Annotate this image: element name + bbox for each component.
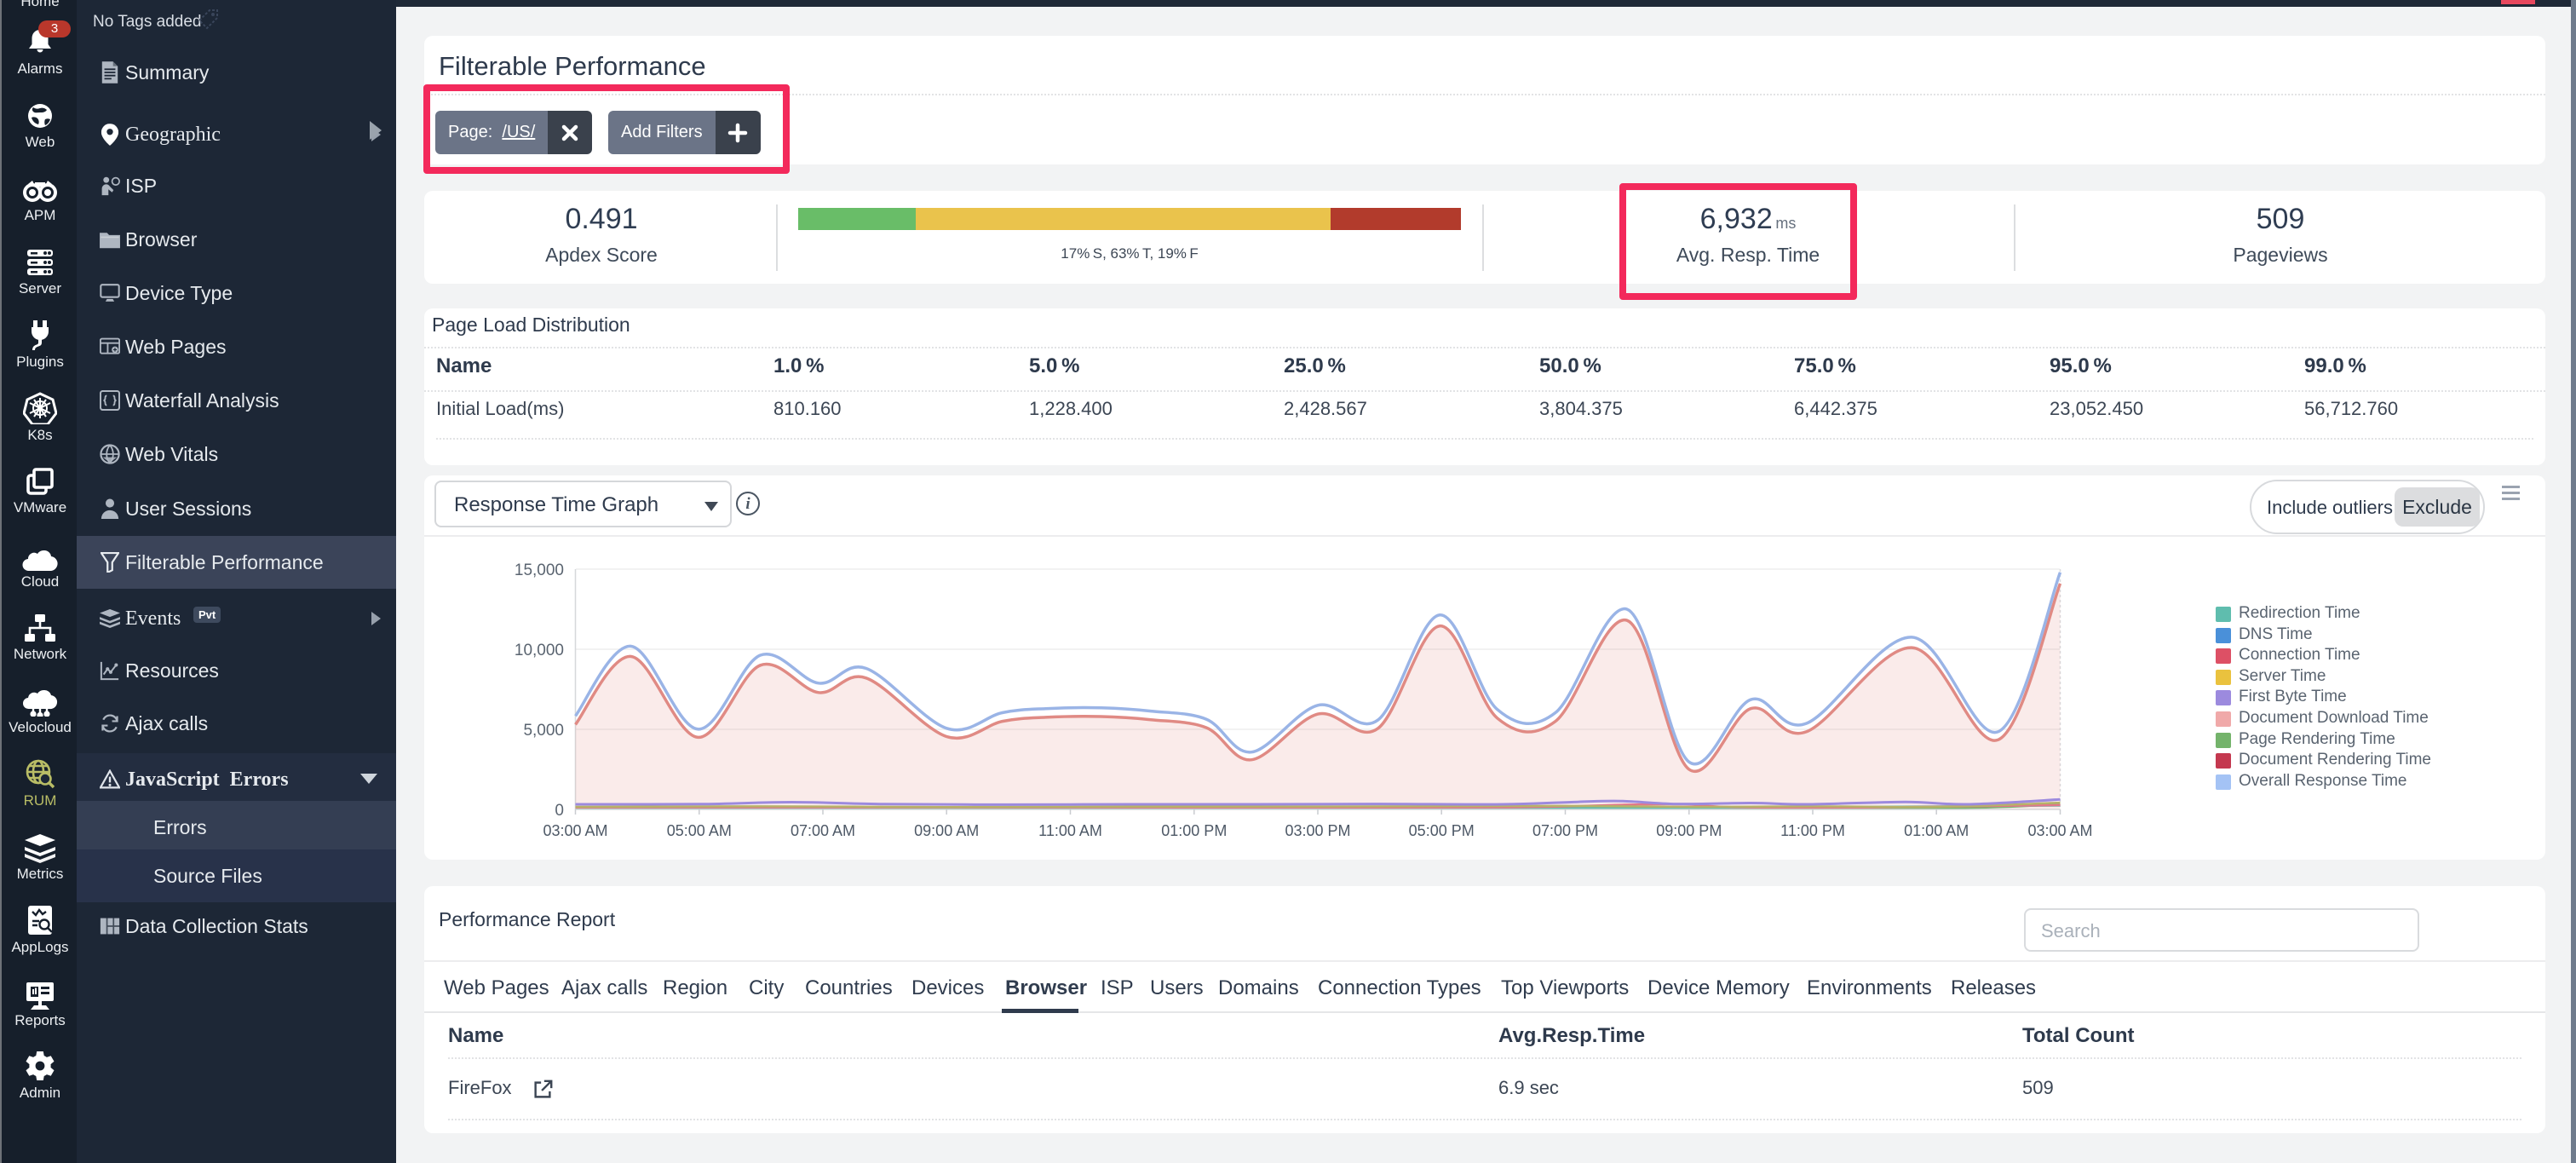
svg-text:03:00 AM: 03:00 AM (543, 822, 607, 839)
svg-text:03:00 AM: 03:00 AM (2027, 822, 2092, 839)
svg-text:11:00 PM: 11:00 PM (1780, 822, 1845, 839)
svg-text:09:00 AM: 09:00 AM (914, 822, 979, 839)
svg-text:01:00 PM: 01:00 PM (1161, 822, 1227, 839)
svg-text:15,000: 15,000 (515, 561, 564, 579)
svg-text:11:00 AM: 11:00 AM (1038, 822, 1102, 839)
svg-text:05:00 AM: 05:00 AM (667, 822, 732, 839)
svg-text:09:00 PM: 09:00 PM (1656, 822, 1722, 839)
svg-text:05:00 PM: 05:00 PM (1409, 822, 1475, 839)
svg-text:5,000: 5,000 (523, 722, 564, 740)
svg-text:07:00 PM: 07:00 PM (1532, 822, 1598, 839)
svg-text:10,000: 10,000 (515, 642, 564, 659)
svg-text:03:00 PM: 03:00 PM (1285, 822, 1350, 839)
svg-text:0: 0 (555, 802, 564, 820)
svg-text:07:00 AM: 07:00 AM (791, 822, 855, 839)
svg-text:01:00 AM: 01:00 AM (1904, 822, 1969, 839)
